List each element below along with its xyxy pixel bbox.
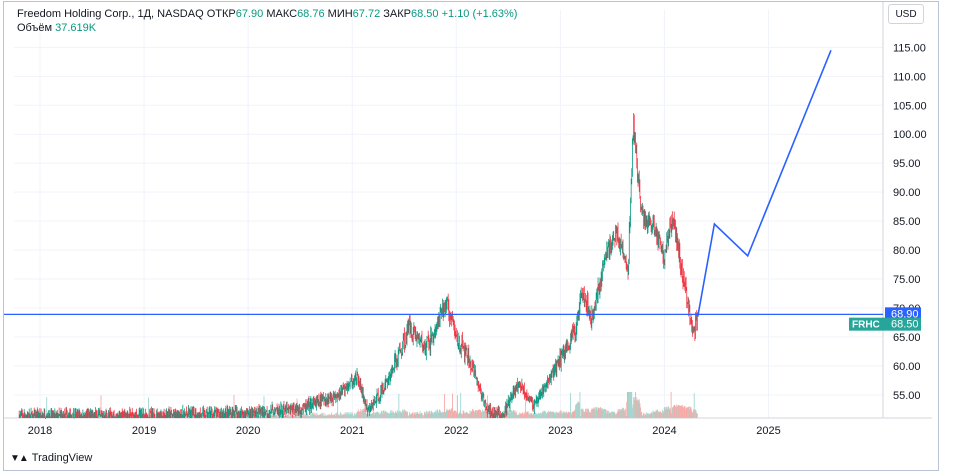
chart-frame [3,1,939,471]
high-label: МАКС [266,8,298,20]
y-tick-label: 75.00 [893,274,921,286]
candles [18,113,698,419]
x-tick-label: 2022 [444,425,468,437]
tradingview-branding[interactable]: ▼▲ TradingView [10,452,92,464]
low-value: 67.72 [352,8,381,20]
ticker-label: FRHC [852,320,880,331]
low-label: МИН [327,8,353,20]
volume-value: 37.619K [55,22,97,34]
open-label: ОТКР [206,8,236,20]
volume-label: Объём [17,22,53,34]
x-tick-label: 2018 [28,425,52,437]
volume-legend: Объём 37.619K [17,22,96,34]
change-value: +1.10 (+1.63%) [441,8,518,20]
ticker-badge [849,317,885,331]
y-tick-label: 90.00 [893,187,921,199]
y-tick-label: 60.00 [893,361,921,373]
last-price-tag [885,317,921,331]
symbol-name[interactable]: Freedom Holding Corp. [17,8,132,20]
y-tick-label: 55.00 [893,390,921,402]
y-tick-label: 105.00 [893,100,927,112]
x-tick-label: 2024 [652,425,676,437]
y-tick-label: 85.00 [893,216,921,228]
y-tick-label: 95.00 [893,158,921,170]
x-tick-label: 2019 [132,425,156,437]
high-value: 68.76 [297,8,325,20]
y-tick-label: 80.00 [893,245,921,257]
exchange: NASDAQ [157,8,204,20]
x-tick-label: 2023 [548,425,572,437]
interval: 1Д [137,8,152,20]
close-value: 68.50 [411,8,439,20]
forecast-line [696,49,832,317]
close-label: ЗАКР [383,8,411,20]
last-price-label: 68.50 [891,319,919,331]
y-tick-label: 100.00 [893,129,927,141]
brand-name: TradingView [31,452,93,464]
level-price-tag [885,307,921,321]
open-value: 67.90 [235,8,264,20]
currency-button[interactable]: USD [888,4,924,24]
symbol-legend: Freedom Holding Corp., 1Д, NASDAQ ОТКР67… [17,8,518,20]
x-tick-label: 2025 [756,425,780,437]
x-tick-label: 2021 [340,425,364,437]
x-tick-label: 2020 [236,425,260,437]
tradingview-logo-icon: ▼▲ [10,452,29,464]
level-price-label: 68.90 [891,308,919,320]
y-tick-label: 110.00 [893,71,926,83]
y-tick-label: 115.00 [893,42,926,54]
y-tick-label: 65.00 [893,332,921,344]
